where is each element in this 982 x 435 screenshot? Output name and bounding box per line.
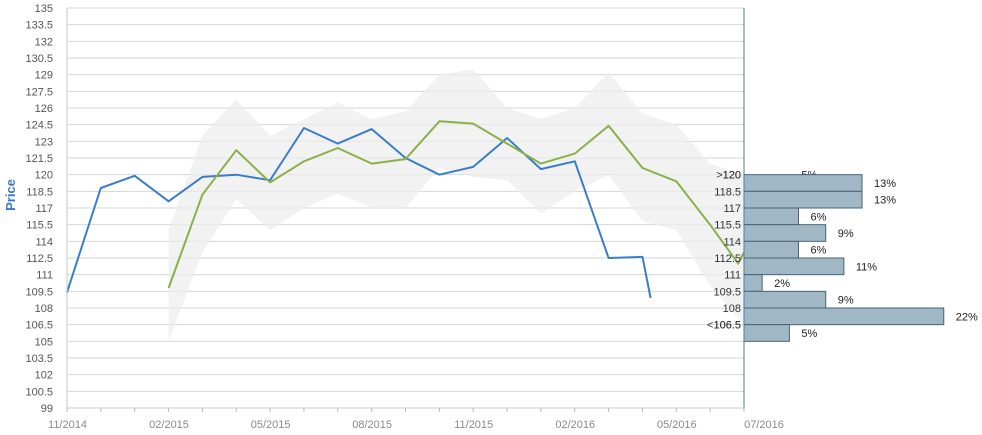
axes	[66, 8, 745, 412]
y-tick-label: 133.5	[25, 20, 53, 32]
distribution-category-label: 114	[723, 236, 741, 248]
distribution-category-label: 108	[723, 303, 741, 315]
series-line-1	[66, 127, 652, 299]
distribution-category-label: 106.5	[713, 320, 741, 332]
distribution-category-label: 120	[723, 170, 741, 182]
x-tick-labels: 11/2014 02/2015 05/2015 08/2015 11/2015 02/20…	[48, 419, 784, 431]
distribution-bar	[743, 324, 790, 342]
distribution-bar	[743, 307, 945, 326]
distribution-bar	[743, 240, 799, 259]
distribution-category-label: 115.5	[714, 220, 741, 232]
series-line-2	[167, 120, 745, 289]
distribution-category-label: 109.5	[713, 286, 741, 298]
distribution-bar	[743, 207, 799, 226]
x-tick-label: 02/2015	[149, 419, 189, 431]
y-tick-label: 115.5	[26, 220, 53, 232]
distribution-pct-label: 6%	[810, 211, 826, 223]
y-tick-label: 103.5	[25, 353, 53, 365]
y-tick-label: 129	[35, 70, 53, 82]
distribution-pct-label: 13%	[874, 178, 896, 190]
distribution-bar	[743, 257, 845, 276]
price-series	[66, 120, 745, 299]
y-tick-label: 132	[35, 36, 53, 48]
range-band-area	[168, 69, 745, 342]
distribution-pct-label: 9%	[838, 295, 854, 307]
distribution-pct-label: 11%	[856, 261, 877, 273]
distribution-category-label: 117	[723, 203, 741, 215]
distribution-pct-label: 22%	[956, 311, 978, 323]
x-tick-label: 07/2016	[744, 419, 784, 431]
x-tick-label: 05/2016	[657, 419, 697, 431]
distribution-category-label: <106.5	[707, 320, 741, 332]
y-tick-label: 117	[35, 203, 53, 215]
y-tick-label: 121.5	[25, 153, 53, 165]
distribution-pct-label: 9%	[838, 228, 854, 240]
y-tick-labels: 99 100.5 102 103.5 105 106.5 108 109.5 111 112.5 1…	[25, 3, 53, 415]
y-tick-label: 112.5	[26, 253, 53, 265]
x-tick-label: 02/2016	[555, 419, 595, 431]
range-band	[168, 69, 745, 342]
y-tick-label: 108	[35, 303, 53, 315]
distribution-category-label: 111	[724, 270, 741, 282]
distribution-category-label: 118.5	[714, 186, 741, 198]
y-tick-label: 126	[35, 103, 53, 115]
y-tick-label: 120	[35, 170, 53, 182]
y-tick-label: 114	[35, 236, 53, 248]
y-tick-label: 106.5	[25, 320, 53, 332]
y-tick-label: 124.5	[25, 120, 53, 132]
y-tick-label: 111	[36, 270, 53, 282]
y-tick-label: 118.5	[26, 186, 53, 198]
x-tick-label: 11/2014	[48, 419, 87, 431]
x-tick-label: 11/2015	[454, 419, 493, 431]
y-tick-label: 105	[35, 336, 53, 348]
y-axis-label: Price	[3, 179, 18, 211]
distribution-pct-label: 2%	[774, 278, 790, 290]
distribution-pct-label: 5%	[801, 328, 817, 340]
distribution-bar	[743, 290, 827, 309]
x-tick-label: 05/2015	[251, 419, 291, 431]
distribution-category-label: 112.5	[714, 253, 741, 265]
y-tick-label: 127.5	[25, 86, 53, 98]
y-tick-label: 123	[35, 136, 53, 148]
x-tick-label: 08/2015	[352, 419, 392, 431]
distribution-bar	[743, 174, 863, 192]
y-tick-label: 100.5	[25, 386, 53, 398]
distribution-pct-label: 6%	[810, 245, 826, 257]
y-tick-label: 109.5	[25, 286, 53, 298]
distribution-pct-label: 13%	[874, 195, 896, 207]
distribution-bar	[743, 224, 827, 242]
distribution-bar	[743, 274, 763, 292]
y-tick-label: 102	[35, 370, 53, 382]
distribution-bar	[743, 190, 863, 209]
distribution-category-label: >120	[716, 170, 741, 182]
y-tick-label: 99	[41, 403, 53, 415]
y-tick-label: 130.5	[25, 53, 53, 65]
y-tick-label: 135	[35, 3, 53, 15]
